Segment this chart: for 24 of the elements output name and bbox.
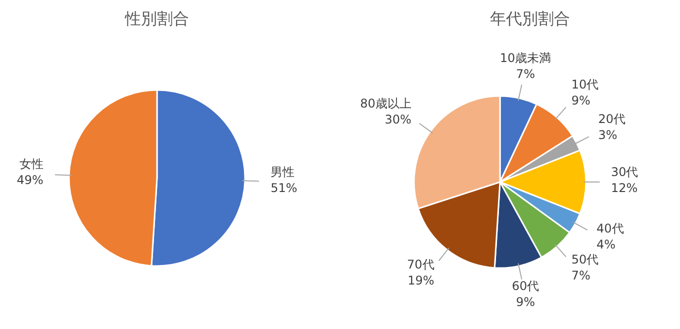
slice-label: 50代	[571, 252, 599, 267]
slice-label: 80歳以上	[360, 96, 412, 110]
data-label: 7%	[571, 268, 590, 283]
data-label: 19%	[408, 273, 434, 288]
data-label: 9%	[516, 295, 536, 310]
slice-label: 10代	[571, 77, 599, 92]
data-label: 51%	[270, 180, 298, 195]
slice-label: 10歳未満	[500, 50, 552, 65]
slice-label: 女性	[19, 157, 44, 172]
chart-title: 性別割合	[124, 9, 189, 28]
data-label: 49%	[16, 173, 44, 188]
data-label: 30%	[384, 112, 412, 126]
slice-label: 20代	[598, 112, 626, 126]
data-label: 12%	[610, 181, 638, 195]
data-label: 4%	[596, 237, 616, 252]
slice-label: 70代	[407, 257, 434, 272]
data-label: 3%	[598, 128, 618, 142]
chart-title: 年代別割合	[490, 9, 570, 28]
slice-label: 30代	[610, 165, 638, 179]
slice-label: 40代	[596, 221, 624, 236]
slice-label: 60代	[512, 279, 540, 294]
slice-label: 男性	[270, 164, 295, 179]
data-label: 7%	[516, 66, 536, 81]
data-label: 9%	[571, 93, 590, 108]
